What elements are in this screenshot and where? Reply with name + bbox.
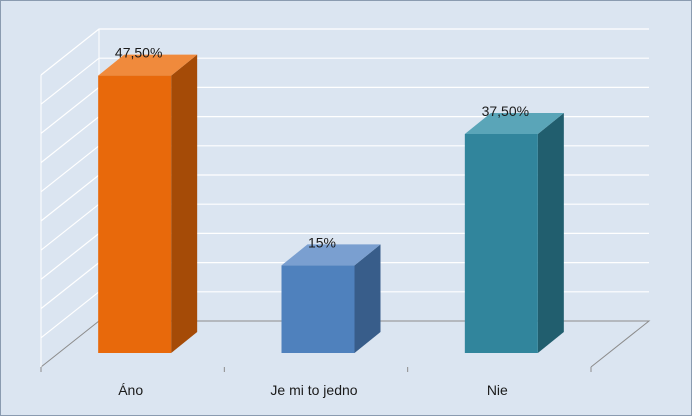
bar-front <box>464 134 538 353</box>
bars-layer <box>98 54 564 353</box>
bar-1 <box>98 54 198 353</box>
bar-top <box>98 54 198 76</box>
data-label: 37,50% <box>482 103 529 119</box>
labels-layer: 47,50% Áno 15% Je mi to jedno 37,50% Nie <box>115 45 529 398</box>
gridline <box>40 57 649 105</box>
bar-side <box>354 244 381 353</box>
data-label: 15% <box>308 234 336 250</box>
bar-3 <box>464 113 564 353</box>
bar-2 <box>281 244 381 353</box>
bar-side <box>171 54 198 353</box>
x-tick-label: Nie <box>487 382 508 398</box>
bar-top <box>281 244 381 266</box>
gridline <box>40 28 649 76</box>
x-tick-label: Je mi to jedno <box>270 382 357 398</box>
data-label: 47,50% <box>115 45 162 61</box>
bar-side <box>537 113 564 353</box>
x-tick-label: Áno <box>118 382 143 398</box>
bar-top <box>464 113 564 134</box>
bar-front <box>98 75 172 353</box>
bar-front <box>281 265 355 353</box>
